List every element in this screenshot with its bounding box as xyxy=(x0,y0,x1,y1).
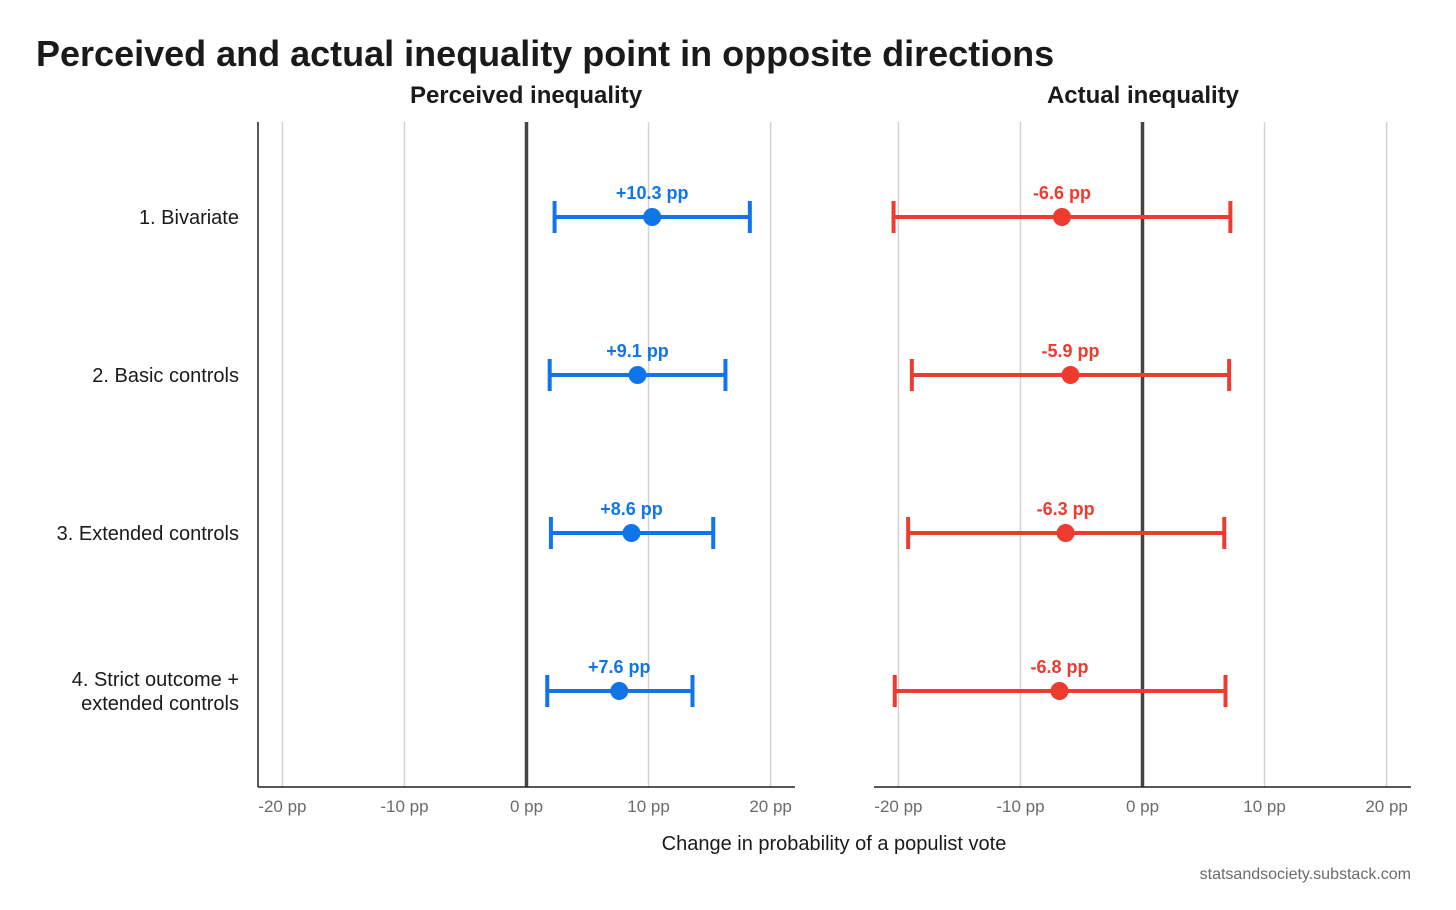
panel-title: Actual inequality xyxy=(1047,82,1240,109)
data-label: -6.8 pp xyxy=(1031,657,1089,677)
panel-actual: Actual inequality -20 pp -10 pp 0 pp 10 pp 20… xyxy=(874,82,1411,816)
point-estimate xyxy=(610,682,629,700)
category-label-line: 2. Basic controls xyxy=(92,365,239,387)
chart-panels: Perceived inequality -20 pp -10 pp 0 pp 10 p… xyxy=(257,82,1411,816)
data-label: +8.6 pp xyxy=(600,499,663,519)
category-label-line: 3. Extended controls xyxy=(57,523,239,545)
point-estimate xyxy=(1052,208,1071,226)
point-estimate xyxy=(1061,366,1080,384)
x-axis-label: Change in probability of a populist vote xyxy=(662,833,1007,855)
x-tick-label: -20 pp xyxy=(874,797,922,816)
x-tick-label: 10 pp xyxy=(627,797,670,816)
category-label: 4. Strict outcome + extended controls xyxy=(72,669,239,715)
data-label: +7.6 pp xyxy=(588,657,651,677)
source-caption: statsandsociety.substack.com xyxy=(1200,866,1411,883)
x-tick-label: -10 pp xyxy=(380,797,428,816)
category-labels: 1. Bivariate 2. Basic controls 3. Extended… xyxy=(57,207,239,715)
point-estimate xyxy=(628,366,647,384)
point-estimate xyxy=(643,208,662,226)
panel-perceived: Perceived inequality -20 pp -10 pp 0 pp 10 p… xyxy=(257,82,795,816)
category-label: 3. Extended controls xyxy=(57,523,239,545)
x-tick-label: -20 pp xyxy=(258,797,306,816)
data-label: -6.6 pp xyxy=(1033,183,1091,203)
point-estimate xyxy=(622,524,641,542)
panel-title: Perceived inequality xyxy=(410,82,643,109)
data-label: +9.1 pp xyxy=(606,341,669,361)
x-tick-label: 20 pp xyxy=(1365,797,1408,816)
x-tick-label: 0 pp xyxy=(1126,797,1159,816)
chart-title: Perceived and actual inequality point in… xyxy=(36,33,1054,74)
x-tick-label: -10 pp xyxy=(996,797,1044,816)
data-label: +10.3 pp xyxy=(616,183,689,203)
point-estimate xyxy=(1050,682,1069,700)
data-label: -6.3 pp xyxy=(1037,499,1095,519)
x-tick-label: 20 pp xyxy=(749,797,792,816)
category-label: 1. Bivariate xyxy=(139,207,239,229)
x-tick-label: 0 pp xyxy=(510,797,543,816)
category-label-line: 4. Strict outcome + xyxy=(72,669,239,691)
category-label-line: 1. Bivariate xyxy=(139,207,239,229)
point-estimate xyxy=(1056,524,1075,542)
x-tick-label: 10 pp xyxy=(1243,797,1286,816)
data-label: -5.9 pp xyxy=(1041,341,1099,361)
category-label-line: extended controls xyxy=(81,693,239,715)
category-label: 2. Basic controls xyxy=(92,365,239,387)
